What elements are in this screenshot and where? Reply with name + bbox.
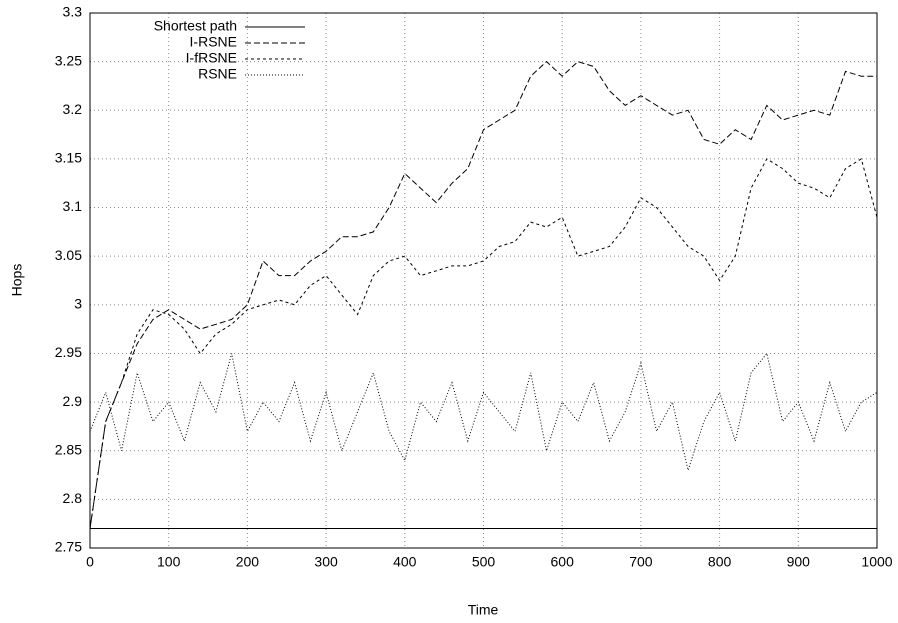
y-tick-label: 2.75 (55, 539, 82, 555)
x-tick-label: 400 (393, 554, 417, 570)
y-tick-label: 3.25 (55, 52, 82, 68)
y-tick-label: 3.3 (63, 4, 83, 20)
series-line (89, 352, 878, 473)
series-line (89, 60, 877, 529)
x-axis-label: Time (468, 602, 499, 618)
x-tick-label: 0 (86, 554, 94, 570)
plot-frame (89, 12, 878, 549)
x-tick-label: 300 (314, 554, 338, 570)
x-tick-label: 900 (787, 554, 811, 570)
y-tick-label: 3 (74, 296, 82, 312)
legend-label: I-fRSNE (186, 50, 237, 66)
x-tick-label: 100 (157, 554, 181, 570)
y-tick-label: 3.05 (55, 247, 82, 263)
y-tick-label: 2.8 (63, 490, 83, 506)
x-tick-label: 500 (472, 554, 496, 570)
x-tick-label: 600 (551, 554, 575, 570)
x-tick-label: 200 (236, 554, 260, 570)
y-tick-label: 2.85 (55, 441, 82, 457)
x-tick-label: 700 (629, 554, 653, 570)
legend-label: I-RSNE (190, 34, 237, 50)
y-tick-label: 3.2 (63, 101, 83, 117)
y-tick-label: 3.1 (63, 198, 83, 214)
x-tick-label: 800 (708, 554, 732, 570)
y-tick-label: 2.95 (55, 344, 82, 360)
legend-label: Shortest path (154, 18, 237, 34)
legend-label: RSNE (198, 66, 237, 82)
y-tick-label: 3.15 (55, 150, 82, 166)
y-axis-label: Hops (9, 264, 25, 297)
y-tick-label: 2.9 (63, 393, 83, 409)
x-tick-label: 1000 (861, 554, 892, 570)
